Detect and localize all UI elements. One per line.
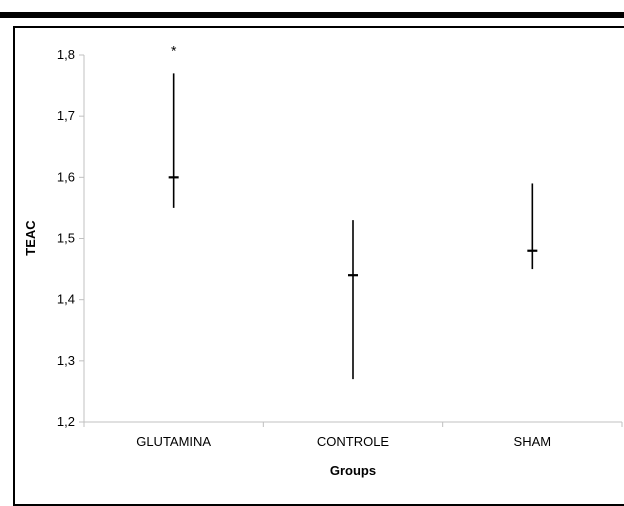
x-axis-title: Groups [330, 463, 376, 478]
y-tick-label: 1,2 [57, 414, 75, 429]
y-ticks: 1,2 1,3 1,4 1,5 1,6 1,7 1,8 [57, 47, 84, 429]
x-tick-label: CONTROLE [317, 434, 390, 449]
y-tick-label: 1,4 [57, 292, 75, 307]
x-tick-label: GLUTAMINA [136, 434, 211, 449]
significance-asterisk: * [171, 42, 177, 58]
error-bar-marks [168, 73, 538, 380]
chart-plot: 1,2 1,3 1,4 1,5 1,6 1,7 1,8 GLUTAMINA CONTROLE S… [23, 42, 623, 478]
y-axis-title: TEAC [23, 220, 38, 256]
y-tick-label: 1,7 [57, 108, 75, 123]
y-tick-label: 1,5 [57, 231, 75, 246]
x-tick-label: SHAM [514, 434, 552, 449]
y-tick-label: 1,6 [57, 169, 75, 184]
x-ticks: GLUTAMINA CONTROLE SHAM [83, 422, 623, 449]
y-tick-label: 1,3 [57, 353, 75, 368]
top-rule [0, 12, 624, 18]
annotations: * [171, 42, 177, 58]
y-tick-label: 1,8 [57, 47, 75, 62]
